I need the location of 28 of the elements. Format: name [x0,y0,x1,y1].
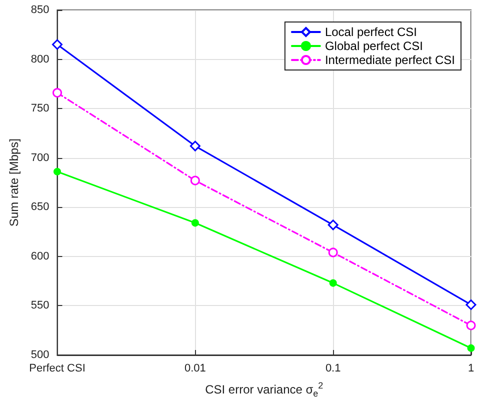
y-tick-label: 750 [30,102,50,115]
y-axis-title: Sum rate [Mbps] [7,138,21,227]
point [190,140,200,152]
x-tick-label: 1 [468,362,474,374]
y-tick-label: 550 [30,300,50,312]
point [328,220,338,230]
point [52,39,63,50]
point [466,320,476,330]
y-tick-label: 850 [30,4,50,16]
y-tick-label: 600 [30,250,50,262]
point [190,176,200,186]
point [466,299,476,310]
y-tick-label: 650 [30,201,50,214]
point [329,279,337,287]
point [467,344,475,352]
x-tick-label: Perfect CSI [29,362,86,374]
x-tick-label: 0.1 [325,362,341,374]
y-tick-label: 700 [30,152,50,164]
point [54,168,62,176]
point [328,248,338,258]
x-tick-label: 0.01 [184,362,206,374]
legend-label: Intermediate perfect CSI [324,53,455,67]
legend-label: Local perfect CSI [324,25,417,39]
legend-label: Global perfect CSI [324,39,423,53]
point [52,88,62,98]
point [191,219,199,227]
y-tick-label: 500 [30,349,50,361]
y-tick-label: 800 [30,53,50,66]
